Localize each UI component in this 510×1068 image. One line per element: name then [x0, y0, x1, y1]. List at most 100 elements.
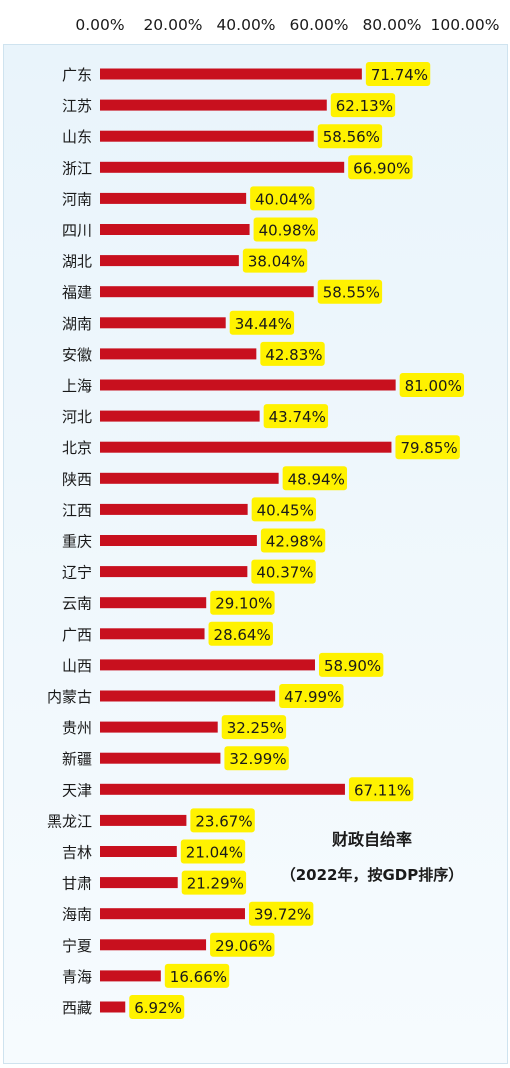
bar: [100, 317, 226, 329]
data-label: 43.74%: [269, 408, 326, 426]
category-label: 四川: [62, 222, 92, 240]
category-label: 宁夏: [62, 937, 92, 955]
bar: [100, 690, 276, 702]
data-label-highlight: [210, 932, 275, 957]
category-label: 江西: [62, 501, 92, 519]
data-label-highlight: [210, 590, 275, 615]
data-label-highlight: [251, 559, 316, 584]
data-label-highlight: [318, 652, 384, 677]
category-label: 重庆: [62, 533, 92, 551]
bar: [100, 192, 247, 204]
category-label: 吉林: [62, 844, 92, 862]
category-label: 河北: [62, 408, 92, 426]
category-label: 陕西: [62, 470, 92, 488]
bar: [100, 286, 314, 298]
data-label: 58.55%: [323, 284, 380, 302]
data-label-highlight: [260, 341, 325, 366]
category-label: 福建: [62, 284, 92, 302]
data-label: 48.94%: [288, 470, 345, 488]
category-label: 海南: [62, 906, 92, 924]
bar: [100, 348, 257, 360]
bar: [100, 255, 239, 267]
chart-background: [3, 44, 508, 1064]
data-label: 32.99%: [229, 750, 286, 768]
data-label: 29.06%: [215, 937, 272, 955]
category-labels: 广东江苏山东浙江河南四川湖北福建湖南安徽上海河北北京陕西江西重庆辽宁云南广西山西…: [47, 66, 92, 1017]
category-label: 山东: [62, 128, 92, 146]
data-label: 28.64%: [214, 626, 271, 644]
category-label: 山西: [62, 657, 92, 675]
data-label-highlight: [180, 839, 246, 864]
data-label: 42.83%: [265, 346, 322, 364]
data-label: 34.44%: [235, 315, 292, 333]
data-label-highlight: [348, 155, 413, 180]
data-label: 58.56%: [323, 128, 380, 146]
x-tick-label: 0.00%: [75, 16, 124, 34]
data-label: 71.74%: [371, 66, 428, 84]
bar: [100, 1001, 126, 1013]
bar: [100, 597, 207, 609]
bars: [100, 68, 396, 1013]
bar: [100, 161, 345, 173]
category-label: 内蒙古: [47, 688, 92, 706]
category-label: 青海: [62, 968, 92, 986]
category-label: 甘肃: [62, 875, 92, 893]
data-label-highlight: [253, 217, 318, 242]
data-label-highlight: [190, 808, 255, 833]
bar: [100, 535, 257, 546]
data-label: 6.92%: [134, 999, 182, 1017]
data-label-highlight: [282, 466, 348, 491]
bar: [100, 783, 345, 795]
data-label: 79.85%: [400, 439, 457, 457]
data-label: 81.00%: [405, 377, 462, 395]
data-label-highlight: [263, 404, 329, 429]
data-label-highlight: [129, 995, 185, 1019]
category-label: 贵州: [62, 719, 92, 737]
category-label: 西藏: [62, 999, 92, 1017]
category-label: 辽宁: [62, 564, 92, 582]
bar: [100, 846, 177, 857]
data-label: 16.66%: [170, 968, 227, 986]
data-labels: 71.74% 62.13% 58.56% 66.90% 40.04% 40.98% 38.0…: [129, 62, 465, 1019]
data-label-highlight: [365, 62, 431, 86]
data-label-highlight: [399, 373, 465, 397]
bar: [100, 441, 392, 453]
bar: [100, 130, 314, 142]
category-label: 新疆: [62, 750, 92, 768]
category-label: 浙江: [62, 159, 92, 177]
category-label: 湖北: [62, 253, 92, 271]
data-label: 40.04%: [255, 190, 312, 208]
data-label-highlight: [251, 497, 317, 522]
data-label: 66.90%: [353, 159, 410, 177]
category-label: 上海: [62, 377, 92, 395]
data-label: 40.45%: [257, 501, 314, 519]
category-label: 黑龙江: [47, 812, 92, 830]
data-label-highlight: [330, 93, 396, 118]
bar: [100, 99, 327, 111]
bar: [100, 939, 207, 951]
data-label: 21.29%: [187, 875, 244, 893]
data-label: 39.72%: [254, 906, 311, 924]
data-label-highlight: [164, 963, 230, 988]
bar: [100, 814, 187, 826]
data-label-highlight: [395, 435, 460, 460]
data-label-highlight: [317, 124, 383, 149]
bar: [100, 68, 362, 80]
category-label: 广东: [62, 66, 92, 84]
x-tick-label: 40.00%: [216, 16, 275, 34]
x-axis-ticks: 0.00% 20.00% 40.00% 60.00% 80.00% 100.00%: [75, 16, 499, 34]
data-label: 29.10%: [215, 595, 272, 613]
chart-subtitle: （2022年，按GDP排序）: [281, 866, 464, 884]
data-label-highlight: [224, 746, 289, 771]
data-label: 58.90%: [324, 657, 381, 675]
category-label: 广西: [62, 626, 92, 644]
x-tick-label: 60.00%: [289, 16, 348, 34]
data-label-highlight: [242, 248, 308, 273]
category-label: 湖南: [62, 315, 92, 333]
data-label: 21.04%: [186, 844, 243, 862]
data-label-highlight: [221, 715, 287, 740]
data-label: 47.99%: [284, 688, 341, 706]
data-label-highlight: [348, 777, 414, 802]
